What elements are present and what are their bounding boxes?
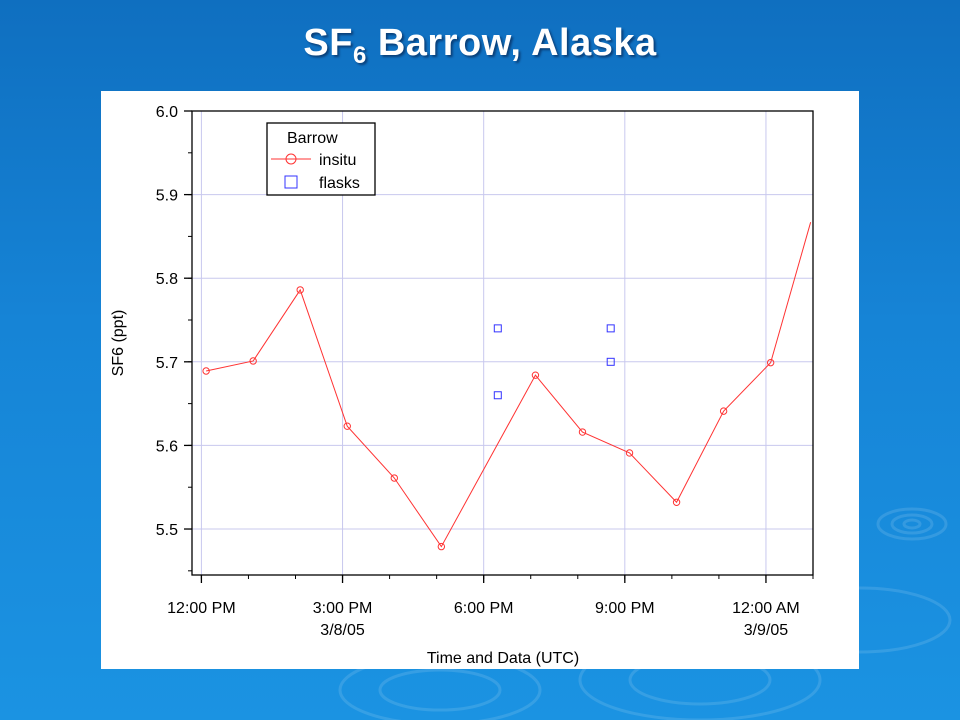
legend-title: Barrow xyxy=(287,130,338,147)
sf6-chart: 5.5 5.6 5.7 5.8 5.9 6.0 12:00 PM 3:00 PM 3/8/05 6… xyxy=(110,104,814,667)
x-tick-label: 6:00 PM xyxy=(454,600,514,617)
x-tick-label: 3:00 PM xyxy=(313,600,373,617)
insitu-point xyxy=(578,428,587,436)
x-tick-label: 12:00 AM xyxy=(732,600,800,617)
y-tick-label: 5.9 xyxy=(156,188,178,205)
flask-point xyxy=(606,357,615,366)
insitu-point xyxy=(202,367,210,375)
legend-insitu-label: insitu xyxy=(319,152,356,169)
legend-flasks-marker xyxy=(284,175,298,189)
plot-frame xyxy=(191,110,814,576)
x-tick-date-label: 3/9/05 xyxy=(744,622,789,639)
insitu-point xyxy=(672,498,681,506)
y-tick-label: 5.7 xyxy=(156,355,178,372)
axis-ticks: 5.5 5.6 5.7 5.8 5.9 6.0 12:00 PM 3:00 PM 3/8/05 6… xyxy=(156,104,814,639)
x-tick-label: 12:00 PM xyxy=(167,600,235,617)
y-tick-label: 5.6 xyxy=(156,438,178,455)
y-tick-label: 6.0 xyxy=(156,104,178,121)
y-tick-label: 5.5 xyxy=(156,522,178,539)
y-axis-title: SF6 (ppt) xyxy=(110,310,127,377)
legend-flasks-label: flasks xyxy=(319,175,360,192)
title-rest: Barrow, Alaska xyxy=(366,22,657,64)
grid xyxy=(192,110,813,575)
legend: Barrow insitu flasks xyxy=(266,122,376,196)
title-main: SF xyxy=(303,22,353,64)
series xyxy=(202,222,812,551)
x-axis-title: Time and Data (UTC) xyxy=(427,650,579,667)
insitu-point xyxy=(296,286,304,294)
insitu-line xyxy=(206,222,812,548)
insitu-point xyxy=(625,449,634,457)
slide-title: SF6 Barrow, Alaska xyxy=(0,22,960,70)
flask-point xyxy=(493,391,502,400)
flask-point xyxy=(606,324,615,333)
chart-panel: 5.5 5.6 5.7 5.8 5.9 6.0 12:00 PM 3:00 PM 3/8/05 6… xyxy=(101,91,859,669)
insitu-point xyxy=(249,357,257,365)
insitu-point xyxy=(390,474,398,482)
legend-insitu-marker xyxy=(285,153,297,165)
y-tick-label: 5.8 xyxy=(156,271,178,288)
x-tick-label: 9:00 PM xyxy=(595,600,655,617)
insitu-point xyxy=(766,358,775,367)
insitu-point xyxy=(719,407,728,415)
x-tick-date-label: 3/8/05 xyxy=(320,622,365,639)
title-subscript: 6 xyxy=(352,42,367,69)
insitu-point xyxy=(437,542,446,551)
insitu-point xyxy=(531,371,540,379)
flask-point xyxy=(493,324,502,333)
insitu-point xyxy=(343,422,351,430)
